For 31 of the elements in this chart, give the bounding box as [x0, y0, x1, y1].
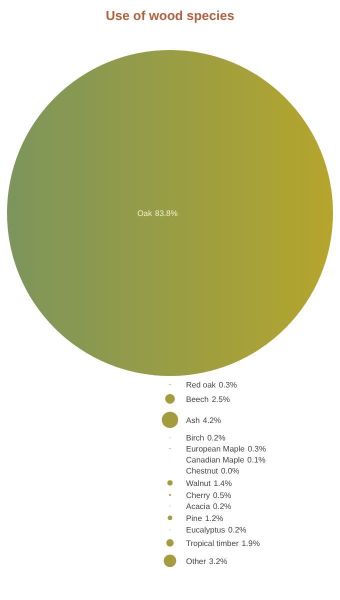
category-label: Birch	[186, 434, 204, 443]
data-label: 1.2%	[205, 514, 224, 523]
category-label: Cherry	[186, 491, 210, 500]
category-label: Oak	[137, 209, 153, 218]
text: Use of wood species	[106, 8, 234, 23]
data-label: 0.2%	[207, 434, 226, 443]
data-label: 0.5%	[213, 491, 232, 500]
data-label: 1.9%	[242, 538, 260, 548]
category-label: Walnut	[186, 478, 212, 488]
data-label: 2.5%	[212, 394, 230, 404]
category-label: Canadian Maple	[186, 456, 245, 465]
category-label: European Maple	[186, 444, 246, 454]
data-label: 0.2%	[228, 526, 246, 535]
category-label: Chestnut	[186, 466, 219, 476]
category-label: Eucalyptus	[186, 526, 226, 535]
data-label: 1.4%	[214, 478, 232, 488]
category-label: Red oak	[186, 380, 217, 390]
category-label: Tropical timber	[186, 538, 239, 548]
data-label: 0.1%	[247, 456, 266, 465]
data-label: 3.2%	[209, 556, 228, 566]
data-label: 0.3%	[218, 380, 238, 390]
category-label: Beech	[186, 394, 209, 404]
data-label: 0.2%	[213, 502, 232, 512]
category-label: Pine	[186, 514, 203, 523]
category-label: Ash	[186, 416, 200, 425]
data-label: 4.2%	[202, 416, 222, 425]
data-label: 0.0%	[221, 466, 240, 476]
category-label: Other	[186, 556, 206, 566]
data-label: 0.3%	[248, 444, 266, 454]
data-label: 83.8%	[155, 209, 178, 218]
category-label: Acacia	[186, 502, 211, 512]
